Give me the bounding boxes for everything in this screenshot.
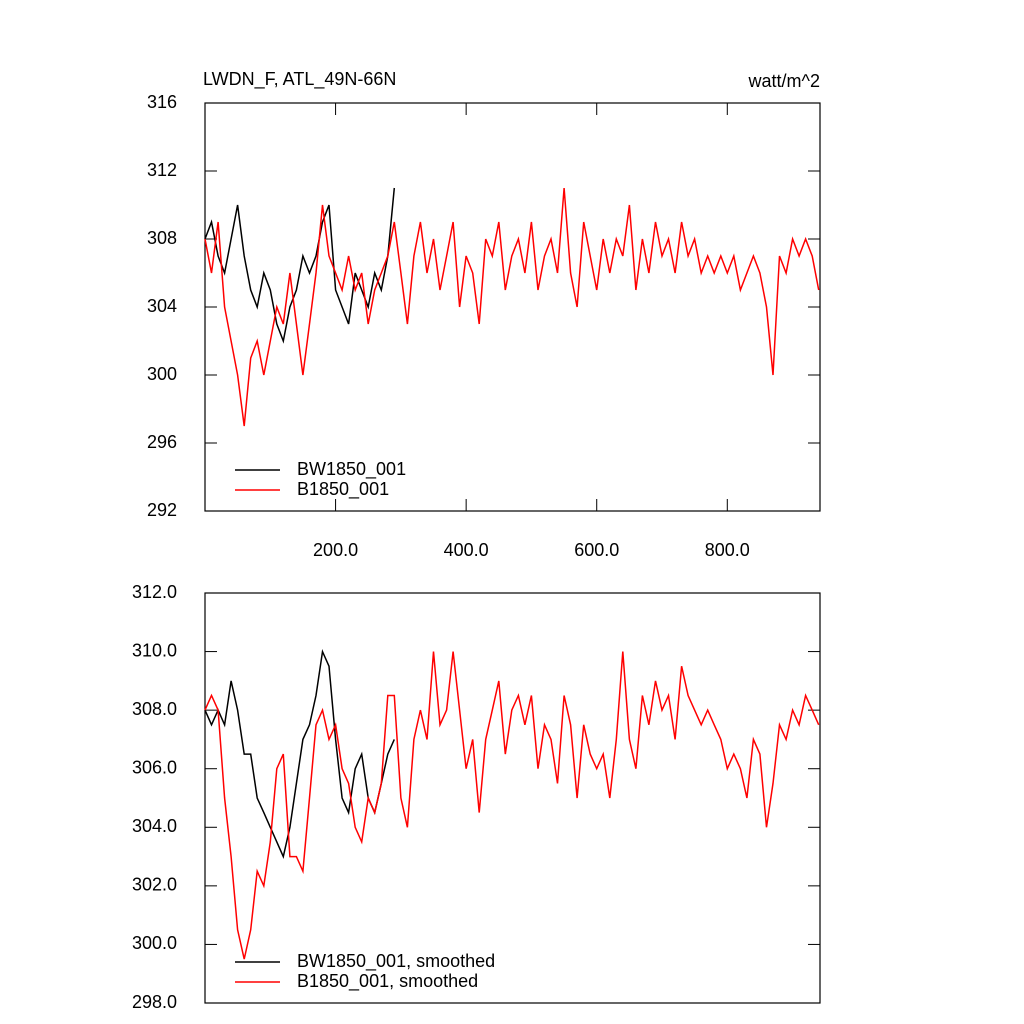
y-tick-label: 306.0 — [132, 757, 177, 777]
legend-label: B1850_001, smoothed — [297, 971, 478, 992]
legend-label: BW1850_001 — [297, 459, 406, 480]
y-tick-label: 304.0 — [132, 816, 177, 836]
y-tick-label: 308.0 — [132, 699, 177, 719]
y-tick-label: 300 — [147, 364, 177, 384]
y-tick-label: 310.0 — [132, 640, 177, 660]
series-line — [204, 187, 820, 427]
plot-frame — [204, 592, 821, 1004]
chart-title: LWDN_F, ATL_49N-66N — [203, 69, 396, 90]
y-tick-label: 296 — [147, 432, 177, 452]
y-tick-label: 312.0 — [132, 582, 177, 602]
y-tick-label: 316 — [147, 92, 177, 112]
y-tick-label: 308 — [147, 228, 177, 248]
plot-frame — [204, 102, 821, 512]
legend-label: BW1850_001, smoothed — [297, 951, 495, 972]
x-tick-label: 400.0 — [444, 540, 489, 560]
x-tick-label: 600.0 — [574, 540, 619, 560]
y-tick-label: 312 — [147, 160, 177, 180]
legend-label: B1850_001 — [297, 479, 389, 500]
series-line — [204, 648, 395, 859]
y-tick-label: 298.0 — [132, 992, 177, 1012]
x-tick-label: 800.0 — [705, 540, 750, 560]
series-line — [204, 651, 820, 960]
y-tick-label: 292 — [147, 500, 177, 520]
y-tick-label: 302.0 — [132, 875, 177, 895]
y-tick-label: 300.0 — [132, 933, 177, 953]
x-tick-label: 200.0 — [313, 540, 358, 560]
units-label: watt/m^2 — [748, 71, 820, 91]
y-tick-label: 304 — [147, 296, 177, 316]
series-line — [204, 187, 396, 344]
